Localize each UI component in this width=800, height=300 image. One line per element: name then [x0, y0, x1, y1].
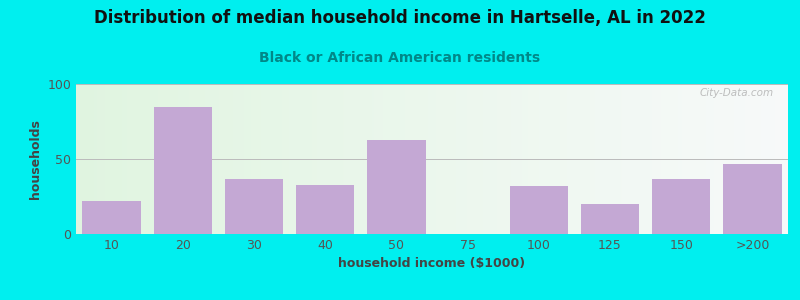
- Bar: [652, 178, 710, 234]
- Bar: [723, 164, 782, 234]
- Text: City-Data.com: City-Data.com: [700, 88, 774, 98]
- Y-axis label: households: households: [29, 119, 42, 199]
- Bar: [82, 201, 141, 234]
- Bar: [581, 204, 639, 234]
- Bar: [367, 140, 426, 234]
- Bar: [225, 178, 283, 234]
- Text: Black or African American residents: Black or African American residents: [259, 51, 541, 65]
- Bar: [154, 106, 212, 234]
- X-axis label: household income ($1000): household income ($1000): [338, 257, 526, 270]
- Text: Distribution of median household income in Hartselle, AL in 2022: Distribution of median household income …: [94, 9, 706, 27]
- Bar: [296, 184, 354, 234]
- Bar: [510, 186, 568, 234]
